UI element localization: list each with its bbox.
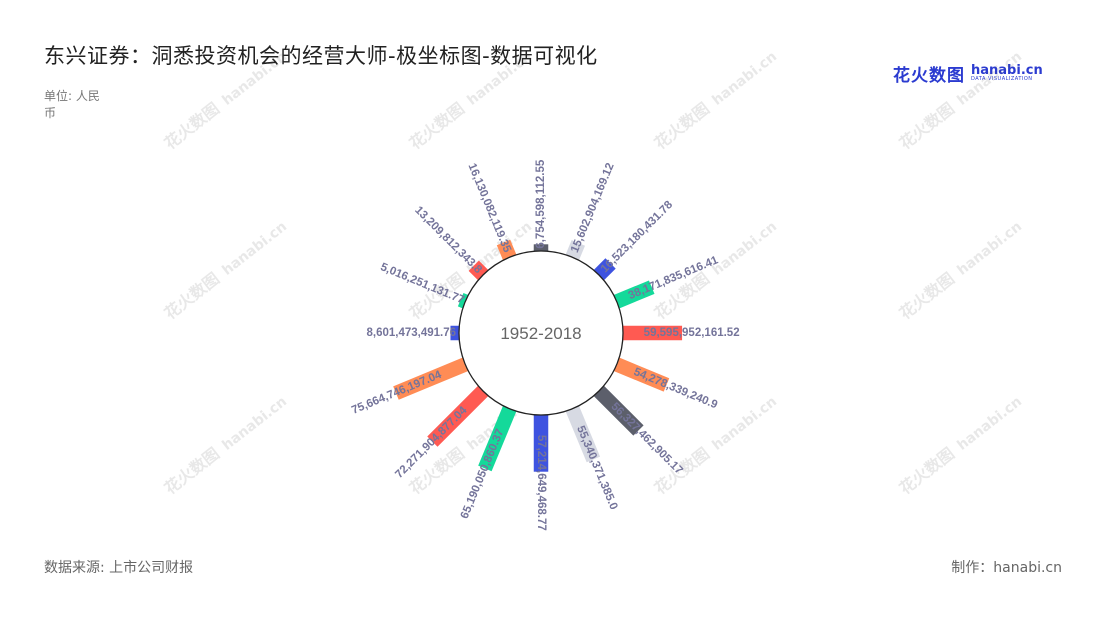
value-label: 6,754,598,112.55 (535, 159, 547, 248)
value-label: 15,602,904,169.12 (569, 161, 617, 254)
svg-text:hanabi.cn: hanabi.cn (219, 49, 290, 109)
value-label: 59,595,952,161.52 (644, 327, 740, 339)
svg-text:花火数图: 花火数图 (161, 444, 223, 498)
data-source: 数据来源: 上市公司财报 (44, 560, 194, 576)
svg-text:花火数图: 花火数图 (651, 99, 713, 153)
svg-text:花火数图: 花火数图 (896, 99, 958, 153)
svg-text:hanabi.cn: hanabi.cn (219, 219, 290, 279)
value-label: 8,601,473,491.76 (366, 327, 456, 339)
svg-text:hanabi.cn: hanabi.cn (954, 394, 1025, 454)
polar-bar (478, 404, 518, 472)
svg-text:花火数图: 花火数图 (161, 269, 223, 323)
polar-bar (450, 325, 461, 341)
svg-text:花火数图: 花火数图 (896, 444, 958, 498)
value-label: 55,340,371,385.0 (574, 424, 619, 511)
logo-subtitle: DATA VISUALIZATION (971, 76, 1033, 82)
polar-bar (620, 325, 683, 341)
center-label: 1952-2018 (500, 324, 581, 343)
polar-bar (612, 280, 655, 310)
value-label: 13,209,812,343.8 (412, 204, 484, 276)
svg-text:hanabi.cn: hanabi.cn (709, 49, 780, 109)
value-label: 16,523,180,431.78 (599, 198, 676, 275)
unit-label: 单位: 人民币 (44, 89, 100, 120)
polar-bar (612, 356, 670, 392)
svg-text:花火数图: 花火数图 (896, 269, 958, 323)
value-label: 16,130,082,119.35 (465, 162, 513, 255)
svg-text:hanabi.cn: hanabi.cn (709, 219, 780, 279)
polar-bar (564, 404, 601, 463)
svg-text:花火数图: 花火数图 (161, 99, 223, 153)
logo-text-en: hanabi.cn DATA VISUALIZATION (971, 64, 1043, 82)
logo-domain: hanabi.cn (971, 63, 1043, 78)
svg-text:花火数图: 花火数图 (406, 99, 468, 153)
value-label: 56,327,462,905.17 (609, 401, 685, 477)
polar-bar (533, 244, 549, 253)
polar-bar (427, 384, 490, 447)
chart-title: 东兴证券：洞悉投资机会的经营大师-极坐标图-数据可视化 (44, 44, 598, 68)
value-label: 75,664,746,197.04 (350, 369, 444, 417)
value-label: 57,214,649,468.77 (535, 435, 547, 531)
svg-text:hanabi.cn: hanabi.cn (219, 394, 290, 454)
svg-text:hanabi.cn: hanabi.cn (709, 394, 780, 454)
polar-bar (533, 413, 549, 472)
polar-bar (592, 384, 644, 436)
svg-text:hanabi.cn: hanabi.cn (954, 219, 1025, 279)
polar-bar (393, 356, 470, 400)
svg-text:hanabi.cn: hanabi.cn (464, 49, 535, 109)
value-label: 54,278,339,240.9 (632, 366, 719, 411)
credit-label: 制作：hanabi.cn (951, 560, 1062, 576)
center-circle (458, 250, 624, 416)
brand-logo: 花火数图 hanabi.cn DATA VISUALIZATION (893, 60, 1043, 86)
svg-text:hanabi.cn: hanabi.cn (954, 49, 1025, 109)
logo-text-cn: 花火数图 (893, 65, 965, 86)
